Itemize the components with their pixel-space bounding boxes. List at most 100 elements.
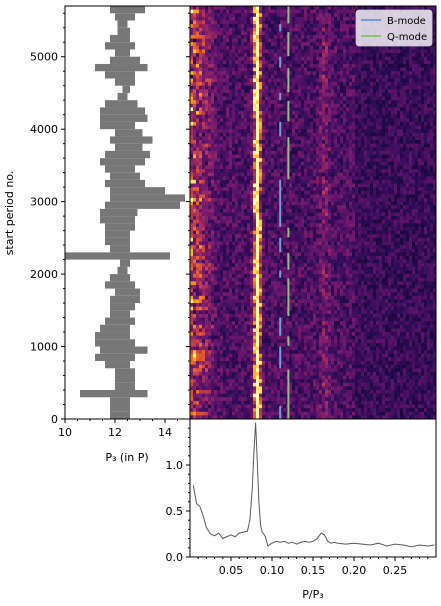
heatmap-cell <box>379 78 383 83</box>
heatmap-cell <box>193 20 197 25</box>
heatmap-cell <box>220 172 224 177</box>
heatmap-cell <box>397 140 401 145</box>
heatmap-cell <box>349 63 353 68</box>
heatmap-cell <box>289 208 293 213</box>
heatmap-cell <box>298 143 302 148</box>
heatmap-cell <box>190 161 194 166</box>
heatmap-cell <box>274 67 278 72</box>
heatmap-cell <box>289 223 293 228</box>
heatmap-cell <box>349 187 353 192</box>
heatmap-cell <box>361 183 365 188</box>
heatmap-cell <box>346 71 350 76</box>
heatmap-cell <box>265 45 269 50</box>
heatmap-cell <box>235 56 239 61</box>
heatmap-cell <box>364 143 368 148</box>
heatmap-cell <box>295 114 299 119</box>
heatmap-cell <box>421 125 425 130</box>
heatmap-cell <box>304 49 308 54</box>
heatmap-cell <box>208 24 212 29</box>
heatmap-cell <box>259 9 263 14</box>
heatmap-cell <box>277 16 281 21</box>
heatmap-cell <box>238 38 242 43</box>
heatmap-cell <box>301 118 305 123</box>
heatmap-cell <box>295 172 299 177</box>
heatmap-cell <box>412 103 416 108</box>
heatmap-cell <box>325 158 329 163</box>
heatmap-cell <box>427 187 431 192</box>
heatmap-cell <box>247 198 251 203</box>
heatmap-cell <box>397 201 401 206</box>
heatmap-cell <box>403 56 407 61</box>
heatmap-cell <box>193 223 197 228</box>
heatmap-cell <box>355 78 359 83</box>
heatmap-cell <box>292 198 296 203</box>
heatmap-cell <box>280 187 284 192</box>
heatmap-cell <box>418 85 422 90</box>
heatmap-cell <box>265 118 269 123</box>
heatmap-cell <box>211 45 215 50</box>
heatmap-cell <box>220 201 224 206</box>
heatmap-cell <box>304 92 308 97</box>
heatmap-cell <box>352 208 356 213</box>
heatmap-cell <box>226 111 230 116</box>
heatmap-cell <box>382 53 386 58</box>
heatmap-cell <box>247 121 251 126</box>
heatmap-cell <box>346 208 350 213</box>
heatmap-cell <box>202 34 206 39</box>
heatmap-cell <box>319 219 323 224</box>
heatmap-cell <box>427 67 431 72</box>
heatmap-cell <box>220 60 224 65</box>
heatmap-cell <box>397 49 401 54</box>
heatmap-cell <box>394 147 398 152</box>
heatmap-cell <box>265 49 269 54</box>
heatmap-cell <box>364 154 368 159</box>
heatmap-cell <box>379 143 383 148</box>
heatmap-cell <box>289 6 293 11</box>
heatmap-cell <box>196 49 200 54</box>
heatmap-cell <box>379 56 383 61</box>
heatmap-cell <box>238 198 242 203</box>
heatmap-cell <box>328 140 332 145</box>
heatmap-cell <box>394 85 398 90</box>
heatmap-cell <box>334 140 338 145</box>
heatmap-cell <box>376 74 380 79</box>
heatmap-cell <box>247 208 251 213</box>
heatmap-cell <box>259 100 263 105</box>
heatmap-cell <box>298 205 302 210</box>
heatmap-cell <box>250 179 254 184</box>
heatmap-cell <box>283 20 287 25</box>
heatmap-cell <box>421 107 425 112</box>
heatmap-cell <box>235 63 239 68</box>
heatmap-cell <box>352 223 356 228</box>
heatmap-cell <box>403 219 407 224</box>
heatmap-cell <box>247 216 251 221</box>
heatmap-cell <box>322 71 326 76</box>
heatmap-cell <box>190 187 194 192</box>
heatmap-cell <box>283 53 287 58</box>
heatmap-cell <box>190 198 194 203</box>
heatmap-cell <box>259 169 263 174</box>
heatmap-cell <box>325 6 329 11</box>
heatmap-cell <box>424 176 428 181</box>
heatmap-cell <box>313 205 317 210</box>
heatmap-cell <box>232 78 236 83</box>
heatmap-cell <box>328 223 332 228</box>
heatmap-cell <box>415 107 419 112</box>
heatmap-cell <box>238 183 242 188</box>
heatmap-cell <box>283 78 287 83</box>
heatmap-cell <box>376 190 380 195</box>
heatmap-cell <box>328 24 332 29</box>
heatmap-cell <box>205 49 209 54</box>
heatmap-cell <box>319 143 323 148</box>
heatmap-cell <box>220 42 224 47</box>
heatmap-cell <box>208 201 212 206</box>
heatmap-cell <box>259 147 263 152</box>
heatmap-cell <box>262 136 266 141</box>
heatmap-cell <box>385 63 389 68</box>
heatmap-cell <box>427 53 431 58</box>
heatmap-cell <box>190 194 194 199</box>
heatmap-cell <box>292 13 296 18</box>
heatmap-cell <box>346 125 350 130</box>
heatmap-cell <box>238 74 242 79</box>
heatmap-cell <box>322 179 326 184</box>
